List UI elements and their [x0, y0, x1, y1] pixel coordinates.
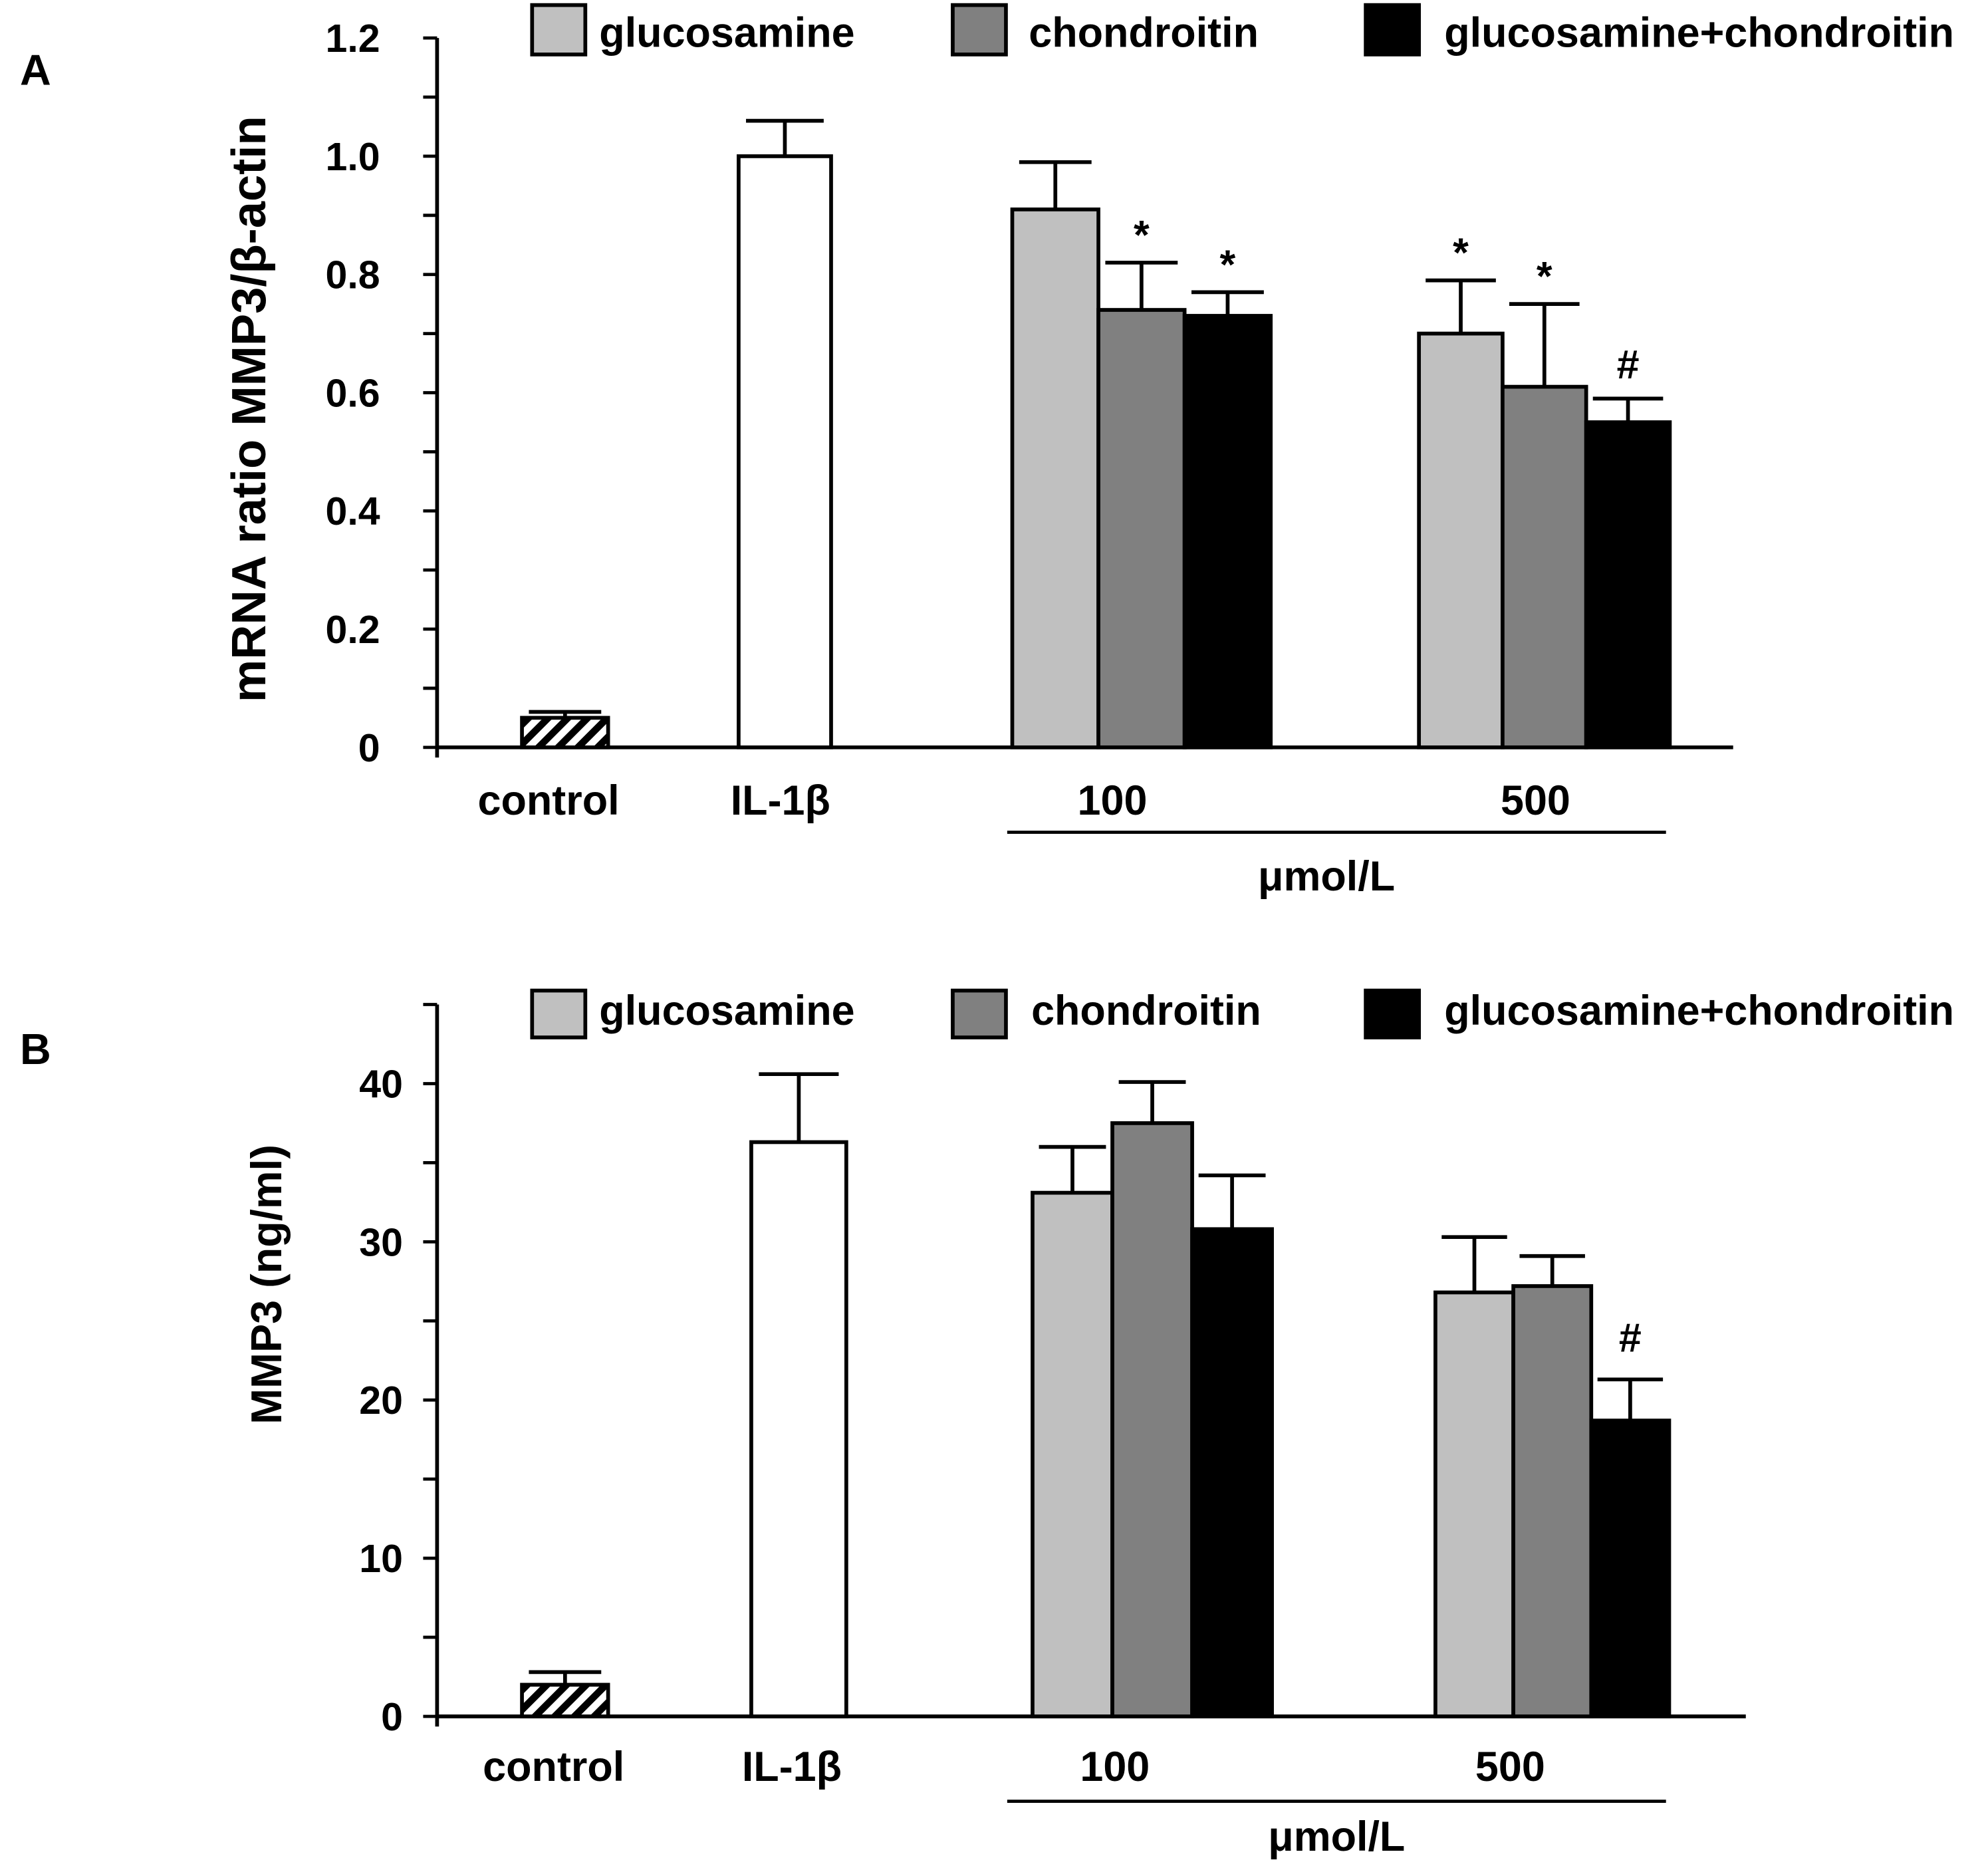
y-tick-label: 0 [358, 726, 380, 770]
y-tick-label: 0.6 [326, 371, 380, 415]
legend-label-chondroitin: chondroitin [1029, 9, 1259, 56]
bar-chondroitin-100 [1096, 308, 1187, 749]
bar-glucosamine-500 [1433, 1290, 1515, 1718]
error-bar-glucosamine-500 [1426, 278, 1496, 334]
x-category-label-control: control [478, 777, 620, 824]
error-bar-glucosamine-chondroitin-100 [1191, 290, 1264, 316]
legend-label-glucosamine: glucosamine [599, 9, 854, 56]
error-bar-chondroitin-500 [1519, 1254, 1585, 1286]
error-bar-glucosamine-100 [1019, 160, 1092, 209]
bar-glucosamine-100 [1010, 207, 1100, 749]
bar-il-1beta [737, 154, 833, 749]
y-axis-label: mRNA ratio MMP3/β-actin [222, 116, 276, 702]
significance-marker-glucosamine-chondroitin-100: * [1220, 241, 1236, 287]
bar-glucosamine-chondroitin-500 [1584, 420, 1672, 749]
error-bar-il-1beta [759, 1072, 839, 1142]
legend-swatch-glucosamine [530, 3, 588, 57]
y-tick-label: 0 [381, 1695, 403, 1739]
x-axis-unit-label: μmol/L [1258, 853, 1395, 900]
error-bar-chondroitin-100 [1118, 1080, 1186, 1123]
legend-label-chondroitin: chondroitin [1031, 988, 1261, 1034]
bar-control [520, 716, 610, 749]
panel-label: A [20, 46, 51, 94]
bar-chondroitin-100 [1110, 1121, 1194, 1718]
panel-label: B [20, 1025, 51, 1073]
y-tick-label: 20 [359, 1379, 403, 1422]
bar-glucosamine-chondroitin-500 [1589, 1418, 1672, 1718]
legend-label-glucosamine-chondroitin: glucosamine+chondroitin [1444, 9, 1954, 56]
x-category-label-il-1beta: IL-1β [731, 777, 830, 824]
significance-marker-glucosamine-chondroitin-500: # [1617, 342, 1640, 387]
x-category-label-500: 500 [1475, 1744, 1545, 1790]
significance-marker-glucosamine-500: * [1453, 230, 1469, 275]
error-bar-glucosamine-chondroitin-500 [1597, 1377, 1664, 1421]
bar-il-1beta [749, 1140, 848, 1718]
y-tick-label: 0.8 [326, 253, 380, 297]
y-tick-label: 10 [359, 1537, 403, 1581]
x-category-label-control: control [483, 1744, 624, 1790]
y-tick-label: 40 [359, 1062, 403, 1106]
bar-chondroitin-500 [1501, 384, 1588, 749]
x-category-label-100: 100 [1078, 777, 1148, 824]
error-bar-il-1beta [746, 118, 824, 156]
error-bar-glucosamine-500 [1441, 1235, 1507, 1293]
legend-swatch-chondroitin [951, 988, 1008, 1039]
error-bar-control [529, 1670, 602, 1685]
significance-marker-glucosamine-chondroitin-500: # [1619, 1315, 1642, 1360]
legend-label-glucosamine-chondroitin: glucosamine+chondroitin [1444, 988, 1954, 1034]
bar-glucosamine-chondroitin-100 [1190, 1227, 1274, 1718]
legend-swatch-glucosamine [530, 988, 588, 1039]
bar-control [520, 1682, 610, 1718]
error-bar-chondroitin-500 [1509, 302, 1580, 387]
legend-label-glucosamine: glucosamine [599, 988, 854, 1034]
bar-glucosamine-100 [1031, 1190, 1114, 1718]
y-tick-label: 0.2 [326, 608, 380, 652]
error-bar-chondroitin-100 [1105, 261, 1178, 311]
y-tick-label: 30 [359, 1220, 403, 1264]
x-axis-unit-label: μmol/L [1268, 1813, 1405, 1860]
y-tick-label: 1.2 [326, 17, 380, 61]
bar-glucosamine-500 [1417, 331, 1505, 749]
error-bar-glucosamine-100 [1039, 1144, 1106, 1193]
significance-marker-chondroitin-500: * [1537, 253, 1552, 299]
y-tick-label: 1.0 [326, 135, 380, 179]
legend-swatch-chondroitin [951, 3, 1008, 57]
significance-marker-chondroitin-100: * [1134, 212, 1150, 257]
x-category-label-100: 100 [1080, 1744, 1150, 1790]
legend-swatch-glucosamine-chondroitin [1364, 3, 1422, 57]
error-bar-glucosamine-chondroitin-500 [1592, 396, 1664, 422]
legend-swatch-glucosamine-chondroitin [1364, 988, 1422, 1039]
error-bar-glucosamine-chondroitin-100 [1198, 1173, 1266, 1230]
bar-glucosamine-chondroitin-100 [1182, 314, 1273, 749]
x-category-label-500: 500 [1501, 777, 1570, 824]
y-tick-label: 0.4 [326, 489, 380, 533]
y-axis-label: MMP3 (ng/ml) [242, 1144, 291, 1424]
x-category-label-il-1beta: IL-1β [742, 1744, 842, 1790]
bar-chondroitin-500 [1511, 1284, 1594, 1718]
